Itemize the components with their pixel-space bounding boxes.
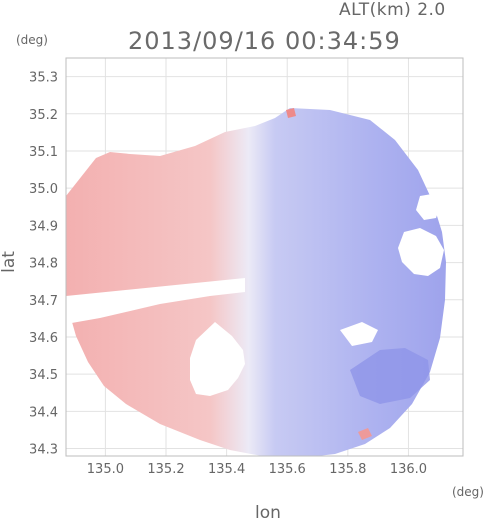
- x-tick-label: 136.0: [390, 462, 427, 477]
- data-gap-east-3: [340, 322, 378, 346]
- y-tick-labels: 35.3 35.2 35.1 35.0 34.9 34.8 34.7 34.6 34.5 34.4…: [29, 71, 58, 458]
- y-tick-label: 35.3: [29, 71, 58, 86]
- x-unit-label: (deg): [452, 485, 484, 499]
- x-tick-labels: 135.0 135.2 135.4 135.6 135.8 136.0: [87, 462, 427, 477]
- y-tick-label: 34.9: [29, 219, 58, 234]
- x-axis-label: lon: [255, 503, 281, 523]
- x-tick-label: 135.6: [269, 462, 306, 477]
- strong-away-area: [350, 348, 430, 404]
- y-tick-label: 34.4: [29, 405, 58, 420]
- y-unit-label: (deg): [16, 33, 48, 47]
- x-tick-label: 135.0: [87, 462, 124, 477]
- x-tick-label: 135.2: [147, 462, 184, 477]
- y-tick-label: 35.1: [29, 145, 58, 160]
- speckle-red-2: [358, 428, 372, 440]
- data-gap-east-2: [416, 194, 440, 220]
- y-tick-label: 34.3: [29, 443, 58, 458]
- data-gap-west: [190, 322, 245, 396]
- altitude-label: ALT(km) 2.0: [339, 0, 446, 20]
- blocked-beam: [66, 278, 245, 324]
- plot-frame: [65, 57, 464, 457]
- data-gap-east-1: [398, 228, 444, 276]
- speckle-red-1: [286, 108, 296, 118]
- y-tick-label: 34.8: [29, 257, 58, 272]
- timestamp-title: 2013/09/16 00:34:59: [128, 27, 401, 55]
- y-tick-label: 34.5: [29, 368, 58, 383]
- y-tick-label: 34.6: [29, 331, 58, 346]
- x-tick-label: 135.8: [329, 462, 366, 477]
- y-tick-label: 35.0: [29, 182, 58, 197]
- radar-coverage: [66, 108, 446, 456]
- y-tick-label: 35.2: [29, 108, 58, 123]
- x-tick-label: 135.4: [208, 462, 245, 477]
- y-tick-label: 34.7: [29, 294, 58, 309]
